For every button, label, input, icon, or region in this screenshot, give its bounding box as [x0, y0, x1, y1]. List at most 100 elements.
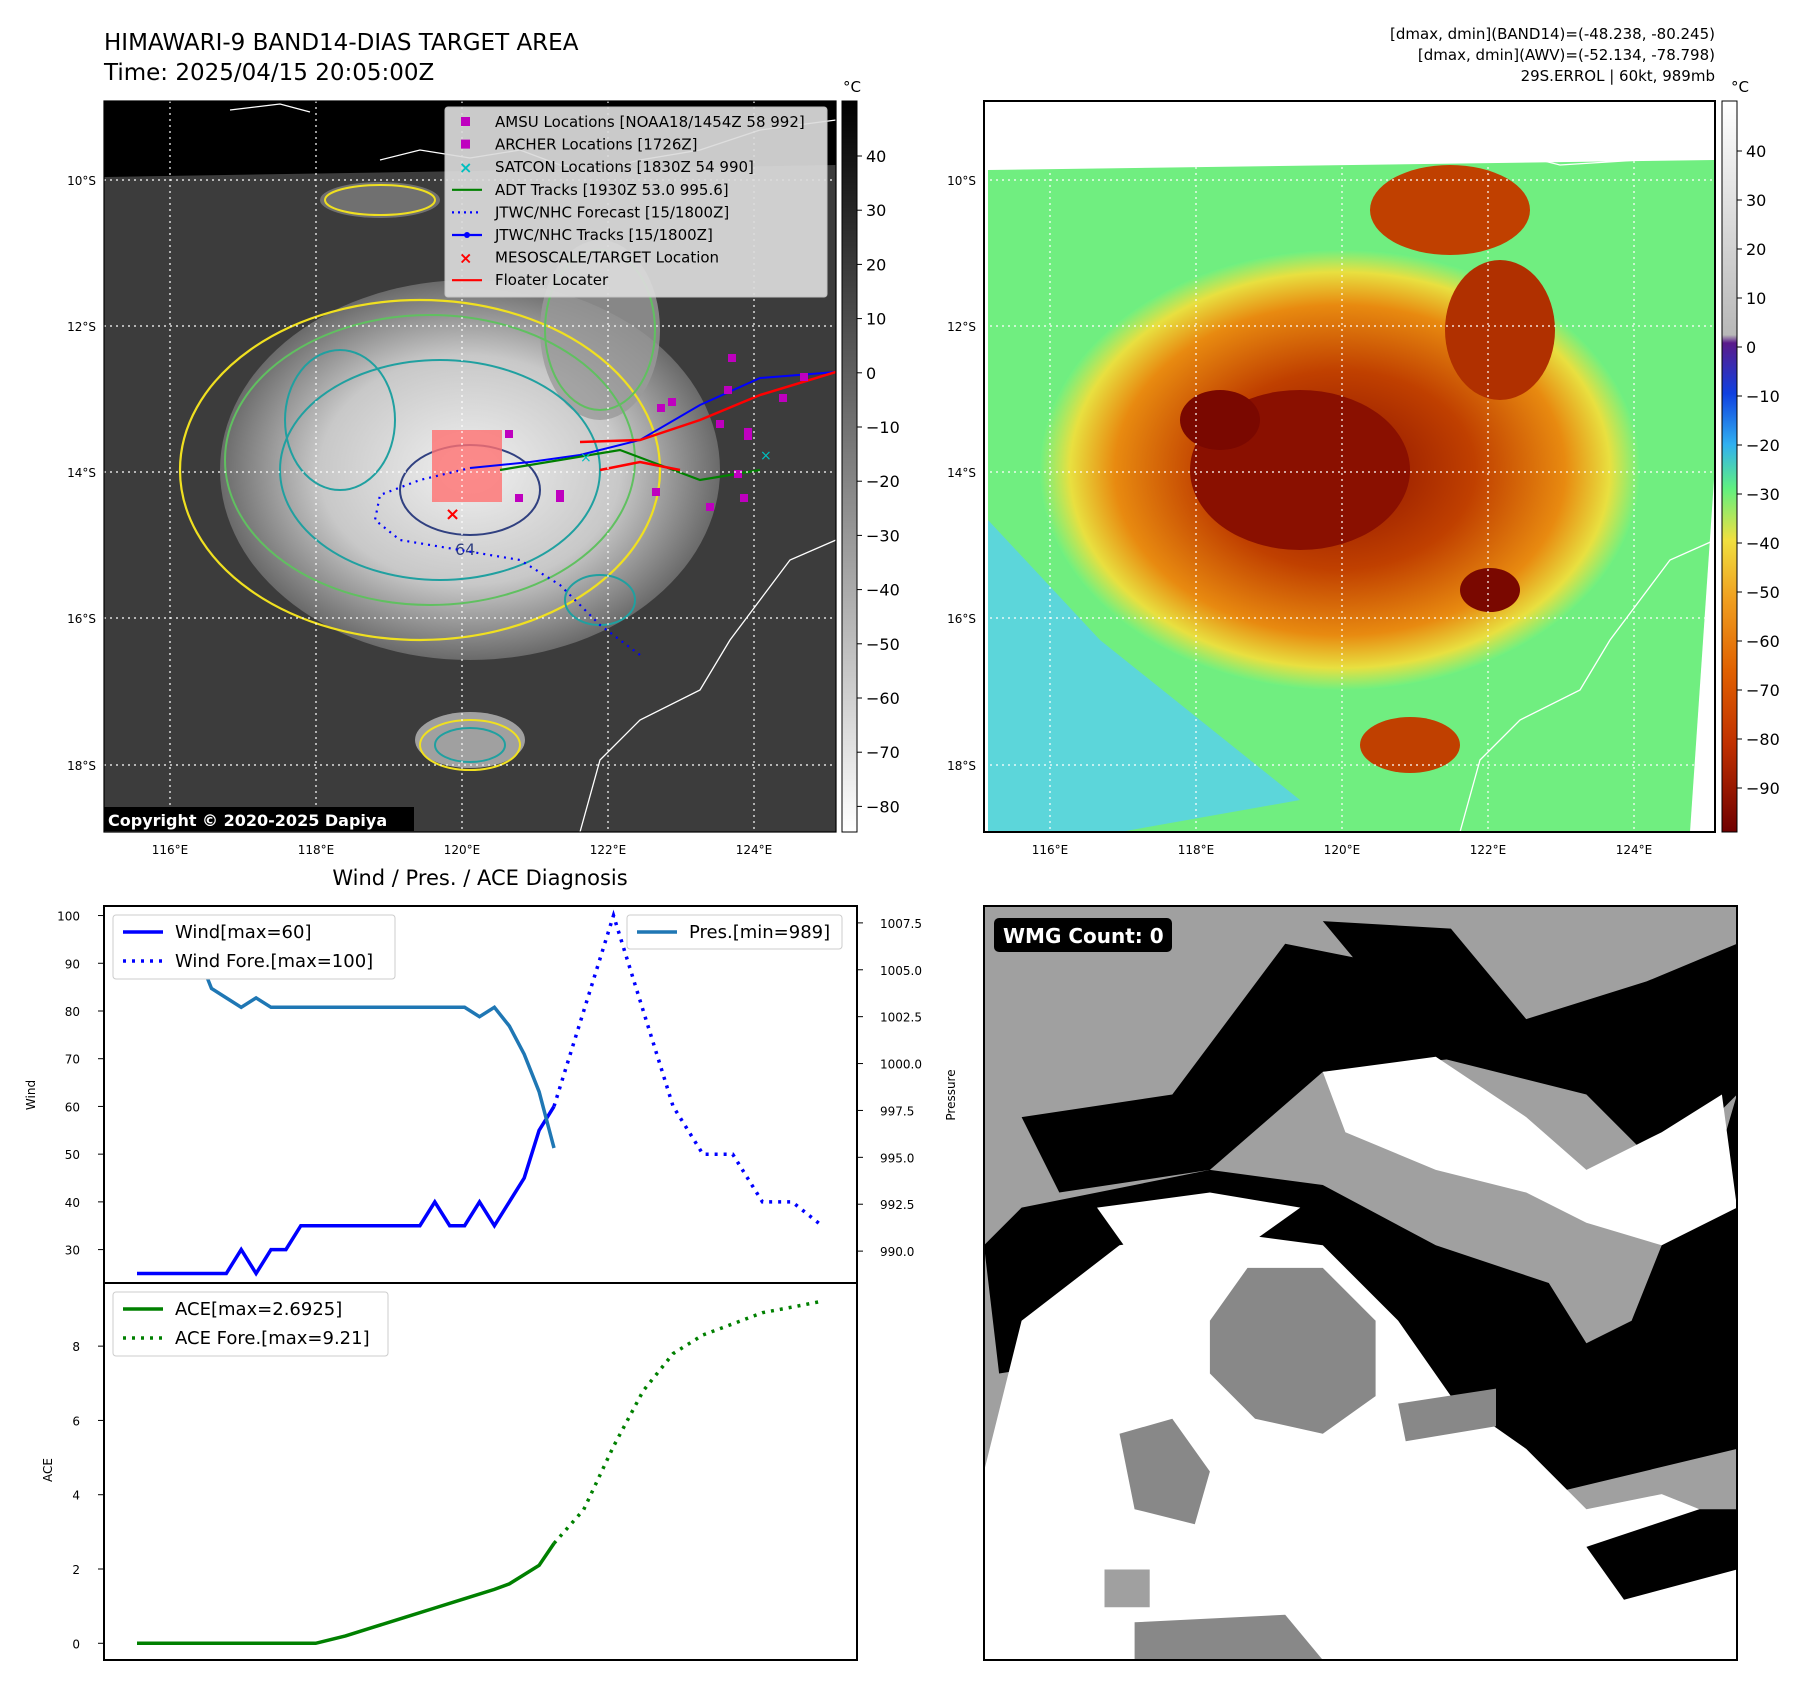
legend-wind-forecast: Wind Fore.[max=100] [175, 951, 373, 972]
lon-tick-label: 124°E [1616, 843, 1653, 857]
ace-legend: ACE[max=2.6925] ACE Fore.[max=9.21] [112, 1291, 389, 1357]
lat-tick-label: 14°S [67, 466, 96, 480]
lat-tick-label: 10°S [67, 174, 96, 188]
map-legend-item: × MESOSCALE/TARGET Location [459, 249, 719, 268]
svg-text:×: × [580, 450, 592, 466]
legend-x-marker: × [459, 249, 472, 268]
forecast-track [373, 466, 641, 656]
ace-tick-label: 4 [72, 1489, 80, 1503]
floater-track [579, 370, 836, 444]
colorbar-tick-label: −60 [866, 689, 900, 708]
map-legend-label: Floater Locater [495, 271, 609, 289]
copyright-box [104, 807, 414, 831]
colorbar-tick-label: −70 [1746, 681, 1780, 700]
map-legend: AMSU Locations [NOAA18/1454Z 58 992] ARCH… [444, 106, 828, 298]
map-legend-label: AMSU Locations [NOAA18/1454Z 58 992] [495, 113, 805, 131]
info-line-3: 29S.ERROL | 60kt, 989mb [1521, 67, 1715, 85]
map-legend-label: MESOSCALE/TARGET Location [495, 249, 719, 267]
colorbar-tick-label: −80 [866, 797, 900, 816]
lon-tick-label: 120°E [1324, 843, 1361, 857]
copyright-text: Copyright © 2020-2025 Dapiya [108, 811, 387, 830]
pressure-tick-label: 1007.5 [880, 917, 922, 931]
colorbar-color-unit: °C [1731, 78, 1749, 96]
wind-tick-label: 100 [57, 910, 80, 924]
map-legend-label: JTWC/NHC Forecast [15/1800Z] [494, 203, 729, 221]
info-line-1: [dmax, dmin](BAND14)=(-48.238, -80.245) [1390, 25, 1715, 43]
series-line-ace-forecast [552, 1299, 823, 1545]
wmg-region [1398, 1388, 1496, 1442]
legend-pressure: Pres.[min=989] [689, 922, 830, 943]
wmg-region [1021, 943, 1474, 1193]
wmg-region [1586, 1509, 1737, 1600]
colorbar-tick-label: 0 [866, 364, 876, 383]
colorbar-tick-label: −30 [1746, 485, 1780, 504]
colorbar-tick-label: 20 [866, 255, 886, 274]
lat-tick-label: 16°S [947, 612, 976, 626]
map-legend-label: SATCON Locations [1830Z 54 990] [495, 158, 754, 176]
colorbar-tick-label: 30 [1746, 191, 1766, 210]
pressure-tick-label: 990.0 [880, 1245, 914, 1259]
lon-tick-label: 118°E [298, 843, 335, 857]
map-legend-label: JTWC/NHC Tracks [15/1800Z] [494, 226, 713, 244]
colorbar-tick-label: 40 [866, 147, 886, 166]
colorbar-tick-label: 0 [1746, 338, 1756, 357]
pressure-axis-label: Pressure [944, 1069, 958, 1120]
wind-tick-label: 30 [65, 1244, 80, 1258]
wind-legend: Wind[max=60] Wind Fore.[max=100] [112, 914, 396, 980]
map-legend-item: AMSU Locations [NOAA18/1454Z 58 992] [461, 113, 805, 131]
colorbar-tick-label: 10 [1746, 289, 1766, 308]
lat-tick-label: 14°S [947, 466, 976, 480]
wmg-region [1322, 921, 1737, 1170]
wmg-region [984, 1230, 1737, 1660]
wmg-count-box [994, 918, 1172, 952]
colorbar-grayscale: °C 40 30 20 10 0 −10 −20 −30 −40 −50 −60 −70 −80 [841, 78, 900, 833]
pressure-tick-label: 995.0 [880, 1151, 914, 1165]
adt-track [499, 448, 761, 482]
info-line-2: [dmax, dmin](AWV)=(-52.134, -78.798) [1418, 46, 1715, 64]
wind-tick-label: 90 [65, 957, 80, 971]
map-color-gridlines [984, 101, 1715, 832]
wind-axis-label: Wind [24, 1080, 38, 1110]
pressure-tick-label: 1005.0 [880, 964, 922, 978]
colorbar-tick-label: −40 [1746, 534, 1780, 553]
map-legend-item: Floater Locater [452, 271, 609, 289]
map-legend-item: × SATCON Locations [1830Z 54 990] [459, 158, 754, 177]
colorbar-tick-label: −50 [1746, 583, 1780, 602]
lat-tick-label: 10°S [947, 174, 976, 188]
lat-tick-label: 18°S [947, 759, 976, 773]
colorbar-tick-label: −60 [1746, 632, 1780, 651]
ace-tick-label: 8 [72, 1340, 80, 1354]
wmg-region [1209, 1267, 1376, 1434]
figure-title: HIMAWARI-9 BAND14-DIAS TARGET AREA [104, 30, 579, 56]
ace-tick-label: 0 [72, 1637, 80, 1651]
legend-ace-forecast: ACE Fore.[max=9.21] [175, 1328, 370, 1349]
colorbar-tick-label: −50 [866, 635, 900, 654]
colorbar-tick-label: −10 [866, 418, 900, 437]
legend-ace: ACE[max=2.6925] [175, 1299, 342, 1320]
map-legend-label: ARCHER Locations [1726Z] [495, 136, 698, 154]
map-legend-label: ADT Tracks [1930Z 53.0 995.6] [495, 181, 729, 199]
wind-tick-label: 40 [65, 1196, 80, 1210]
colorbar-tick-label: 10 [866, 310, 886, 329]
wmg-count-text: WMG Count: 0 [1003, 924, 1164, 948]
lon-tick-label: 116°E [1032, 843, 1069, 857]
lat-tick-label: 16°S [67, 612, 96, 626]
map-legend-item: JTWC/NHC Forecast [15/1800Z] [452, 203, 729, 221]
lat-tick-label: 12°S [947, 320, 976, 334]
colorbar-tick-label: −90 [1746, 779, 1780, 798]
pressure-legend: Pres.[min=989] [626, 914, 843, 950]
contour-label: 64 [455, 540, 475, 559]
map-legend-item: ADT Tracks [1930Z 53.0 995.6] [452, 181, 729, 199]
colorbar-tick-label: 20 [1746, 240, 1766, 259]
colorbar-tick-label: −20 [1746, 436, 1780, 455]
colorbar-tick-label: −70 [866, 743, 900, 762]
wmg-region [1322, 1056, 1737, 1246]
pressure-tick-label: 992.5 [880, 1198, 914, 1212]
wind-tick-label: 50 [65, 1148, 80, 1162]
diagnosis-title: Wind / Pres. / ACE Diagnosis [332, 866, 627, 890]
colorbar-tick-label: −30 [866, 526, 900, 545]
svg-text:×: × [760, 448, 772, 464]
lon-tick-label: 120°E [444, 843, 481, 857]
ace-chart: ACE 0 2 4 6 8 ACE[max=2.6925] ACE Fore.[max=… [41, 1282, 858, 1661]
pressure-tick-label: 1002.5 [880, 1011, 922, 1025]
